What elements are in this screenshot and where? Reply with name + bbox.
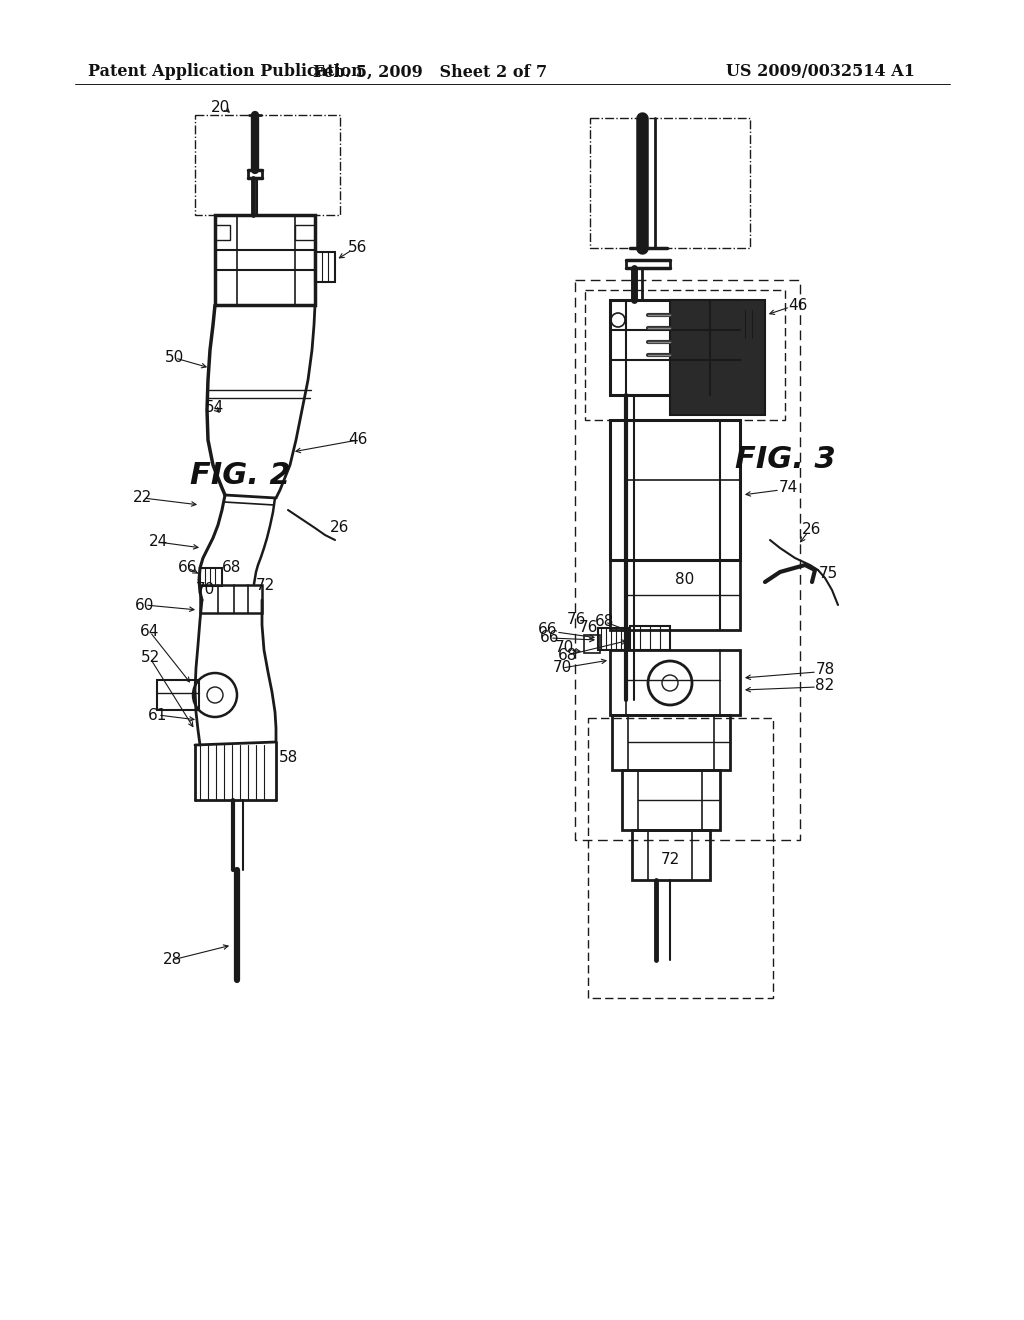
Bar bbox=[610, 420, 740, 560]
Bar bbox=[610, 649, 740, 715]
Text: 24: 24 bbox=[148, 535, 168, 549]
Bar bbox=[610, 300, 740, 395]
Text: 26: 26 bbox=[331, 520, 349, 536]
Text: 78: 78 bbox=[815, 663, 835, 677]
Text: 66: 66 bbox=[178, 561, 198, 576]
Text: 20: 20 bbox=[210, 100, 229, 116]
Text: Patent Application Publication: Patent Application Publication bbox=[88, 63, 362, 81]
Text: 66: 66 bbox=[539, 623, 558, 638]
Text: 54: 54 bbox=[206, 400, 224, 416]
Bar bbox=[200, 568, 222, 586]
Text: 46: 46 bbox=[788, 297, 808, 313]
Text: 22: 22 bbox=[133, 491, 153, 506]
Bar bbox=[215, 215, 315, 305]
Text: 68: 68 bbox=[558, 648, 578, 663]
Bar bbox=[584, 635, 600, 653]
Text: Feb. 5, 2009   Sheet 2 of 7: Feb. 5, 2009 Sheet 2 of 7 bbox=[313, 63, 547, 81]
Text: 72: 72 bbox=[255, 578, 274, 593]
Text: 26: 26 bbox=[803, 523, 821, 537]
Bar bbox=[622, 770, 720, 830]
Text: 46: 46 bbox=[348, 433, 368, 447]
Text: 68: 68 bbox=[595, 615, 614, 630]
Bar bbox=[610, 560, 740, 630]
Bar bbox=[157, 680, 199, 710]
Bar bbox=[215, 224, 230, 240]
Text: 76: 76 bbox=[566, 612, 586, 627]
Text: 74: 74 bbox=[778, 480, 798, 495]
Text: FIG. 3: FIG. 3 bbox=[734, 446, 836, 474]
Text: 64: 64 bbox=[140, 624, 160, 639]
Bar bbox=[740, 310, 760, 338]
Text: 70: 70 bbox=[196, 582, 215, 598]
Bar bbox=[632, 830, 710, 880]
Bar bbox=[598, 628, 628, 649]
Text: FIG. 2: FIG. 2 bbox=[189, 461, 291, 490]
Text: 68: 68 bbox=[222, 561, 242, 576]
Text: 66: 66 bbox=[541, 631, 560, 645]
Text: 82: 82 bbox=[815, 677, 835, 693]
Text: 80: 80 bbox=[676, 573, 694, 587]
Text: 61: 61 bbox=[148, 708, 168, 722]
Text: 28: 28 bbox=[163, 953, 181, 968]
Text: 76: 76 bbox=[579, 620, 598, 635]
Text: 52: 52 bbox=[140, 651, 160, 665]
Text: 58: 58 bbox=[279, 751, 298, 766]
Bar bbox=[670, 300, 765, 414]
Bar bbox=[612, 715, 730, 770]
Bar bbox=[295, 224, 315, 240]
Bar bbox=[315, 252, 335, 282]
Text: 60: 60 bbox=[135, 598, 155, 612]
Text: 50: 50 bbox=[165, 351, 184, 366]
Text: 75: 75 bbox=[818, 566, 838, 582]
Text: 56: 56 bbox=[348, 240, 368, 256]
Bar bbox=[630, 626, 670, 649]
Text: 72: 72 bbox=[660, 853, 680, 867]
Bar bbox=[200, 585, 262, 612]
Text: 70: 70 bbox=[554, 640, 573, 656]
Text: US 2009/0032514 A1: US 2009/0032514 A1 bbox=[725, 63, 914, 81]
Text: 70: 70 bbox=[552, 660, 571, 676]
